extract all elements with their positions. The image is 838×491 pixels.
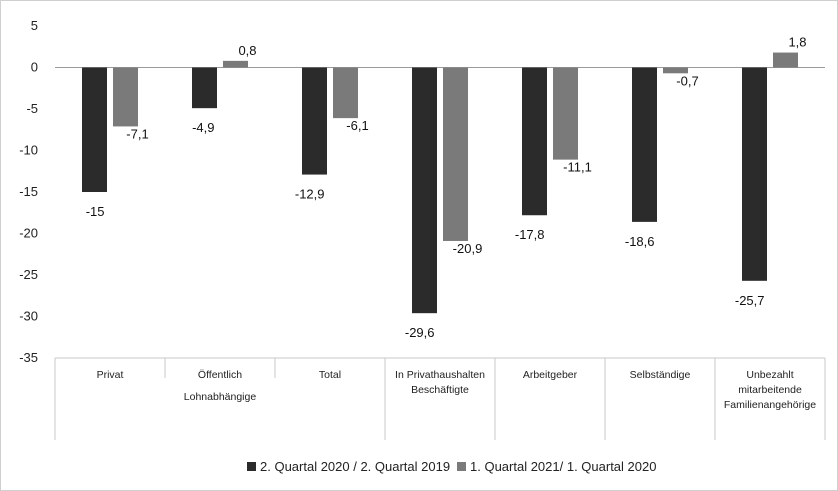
legend-label: 2. Quartal 2020 / 2. Quartal 2019	[260, 459, 450, 474]
data-label: -11,1	[563, 160, 592, 175]
bar-series-2	[223, 60, 248, 68]
bar-series-1	[632, 67, 657, 222]
data-label: -0,7	[676, 73, 698, 88]
data-label: -15	[86, 204, 105, 219]
bar-series-1	[82, 67, 107, 192]
y-tick-label: -30	[19, 309, 38, 324]
bar-series-1	[192, 67, 217, 109]
category-label: In Privathaushalten	[395, 369, 485, 381]
data-label: 0,8	[238, 43, 256, 58]
category-label: mitarbeitende	[738, 384, 802, 396]
bar-series-2	[443, 67, 468, 241]
y-tick-label: 5	[31, 18, 38, 33]
legend-swatch	[247, 462, 256, 471]
category-label: Öffentlich	[198, 369, 242, 381]
bar-series-2	[553, 67, 578, 160]
y-tick-label: -10	[19, 143, 38, 158]
bar-series-2	[773, 52, 798, 68]
data-label: -7,1	[126, 126, 148, 141]
data-label: -12,9	[295, 187, 325, 202]
y-tick-label: -15	[19, 184, 38, 199]
category-label: Unbezahlt	[746, 369, 793, 381]
bar-series-2	[663, 67, 688, 74]
category-label: Selbständige	[630, 369, 691, 381]
y-tick-label: 0	[31, 60, 38, 75]
y-tick-label: -5	[26, 101, 38, 116]
legend-swatch	[457, 462, 466, 471]
legend-label: 1. Quartal 2021/ 1. Quartal 2020	[470, 459, 656, 474]
data-label: 1,8	[788, 35, 806, 50]
category-label: Beschäftigte	[411, 384, 469, 396]
data-label: -6,1	[346, 118, 368, 133]
bar-series-1	[522, 67, 547, 216]
category-label: Familienangehörige	[724, 399, 816, 411]
y-tick-label: -35	[19, 350, 38, 365]
group-label: Lohnabhängige	[184, 391, 257, 403]
data-label: -20,9	[453, 241, 483, 256]
category-label: Privat	[97, 369, 124, 381]
category-label: Arbeitgeber	[523, 369, 578, 381]
y-tick-label: -20	[19, 226, 38, 241]
bar-series-2	[113, 67, 138, 127]
bar-series-1	[302, 67, 327, 175]
bar-series-2	[333, 67, 358, 119]
data-label: -18,6	[625, 234, 655, 249]
category-label: Total	[319, 369, 341, 381]
data-label: -25,7	[735, 293, 765, 308]
bar-series-1	[742, 67, 767, 281]
data-label: -29,6	[405, 325, 435, 340]
y-tick-label: -25	[19, 267, 38, 282]
data-label: -4,9	[192, 120, 214, 135]
data-label: -17,8	[515, 227, 545, 242]
bar-series-1	[412, 67, 437, 314]
